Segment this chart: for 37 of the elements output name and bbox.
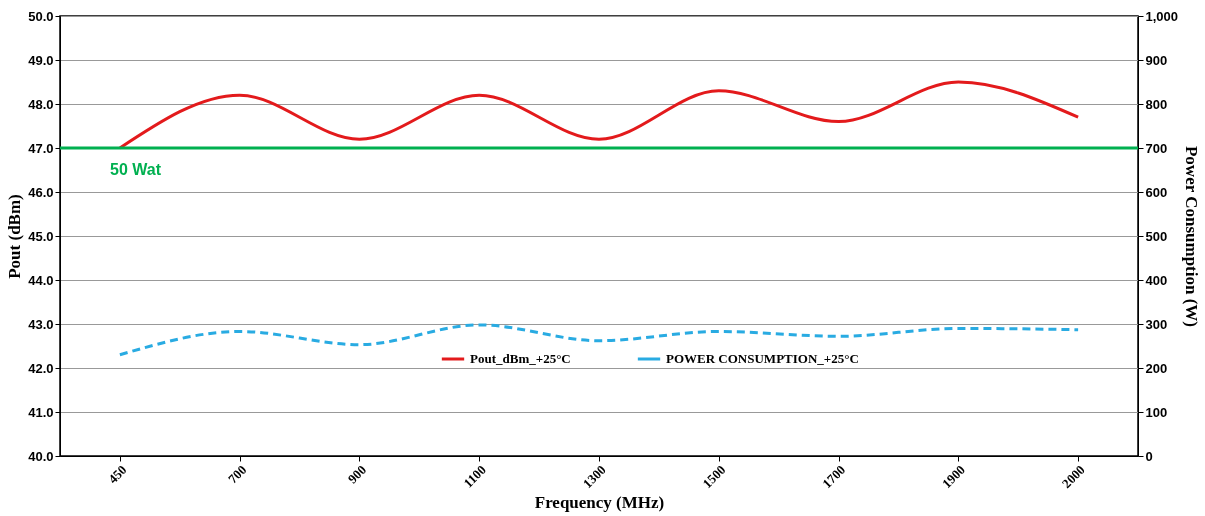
- x-tick-label: 1900: [939, 462, 969, 492]
- legend-label: POWER CONSUMPTION_+25°C: [666, 351, 859, 366]
- y-tick-label: 50.0: [28, 8, 54, 24]
- y2-tick-label: 400: [1145, 272, 1168, 288]
- y-tick-label: 47.0: [28, 140, 54, 156]
- y-tick-label: 41.0: [28, 404, 54, 420]
- y-tick-label: 42.0: [28, 360, 54, 376]
- y2-tick-label: 200: [1145, 360, 1168, 376]
- y-tick-label: 40.0: [28, 448, 54, 464]
- x-tick-label: 900: [344, 462, 370, 487]
- x-tick-label: 450: [105, 462, 130, 487]
- x-tick-label: 700: [224, 462, 250, 487]
- x-tick-label: 1500: [699, 462, 729, 492]
- y2-tick-label: 0: [1145, 448, 1153, 464]
- y2-tick-label: 500: [1145, 228, 1168, 244]
- y-tick-label: 49.0: [28, 52, 54, 68]
- y-axis-title: Pout (dBm): [5, 194, 25, 279]
- x-tick-label: 1100: [460, 462, 489, 491]
- y2-tick-label: 800: [1145, 96, 1168, 112]
- y2-tick-label: 900: [1145, 52, 1168, 68]
- y-tick-label: 45.0: [28, 228, 54, 244]
- line-series: [118, 80, 1080, 150]
- legend-label: Pout_dBm_+25°C: [470, 351, 571, 366]
- y2-tick-label: 1,000: [1145, 8, 1179, 24]
- y-tick-label: 48.0: [28, 96, 54, 112]
- y2-tick-label: 100: [1145, 404, 1168, 420]
- ref-line-label: 50 Wat: [110, 161, 162, 178]
- y-tick-label: 46.0: [28, 184, 54, 200]
- y-tick-label: 44.0: [28, 272, 54, 288]
- y2-tick-label: 700: [1145, 140, 1168, 156]
- y2-axis-title: Power Consumption (W): [1182, 145, 1202, 328]
- x-tick-label: 1700: [819, 462, 849, 492]
- y-tick-label: 43.0: [28, 316, 54, 332]
- y2-tick-label: 300: [1145, 316, 1168, 332]
- y2-tick-label: 600: [1145, 184, 1168, 200]
- x-axis-title: Frequency (MHz): [534, 493, 665, 513]
- x-tick-label: 1300: [579, 462, 609, 492]
